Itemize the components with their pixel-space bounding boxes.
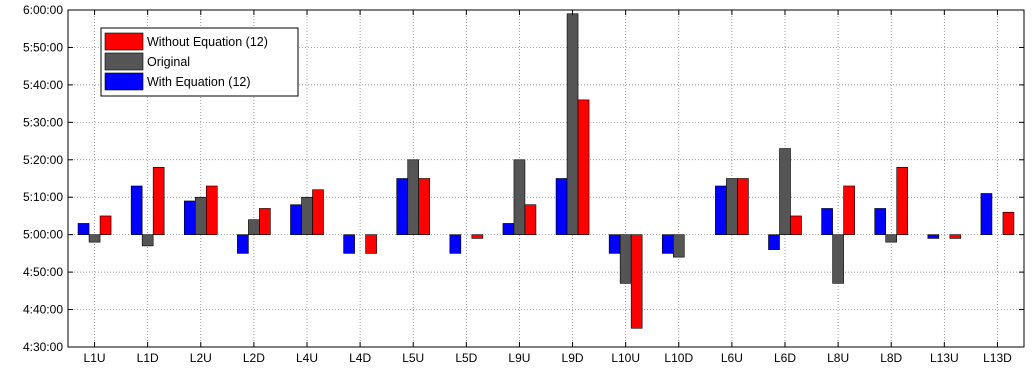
x-tick-label: L4U [296, 351, 318, 365]
x-tick-label: L6U [721, 351, 743, 365]
x-tick-label: L2U [190, 351, 212, 365]
x-tick-label: L9D [562, 351, 584, 365]
x-tick-label: L1U [84, 351, 106, 365]
bar-with-equation-12 [715, 185, 727, 235]
x-tick-label: L10D [664, 351, 693, 365]
y-tick-label: 4:40:00 [23, 303, 63, 317]
bar-with-equation-12 [290, 204, 302, 235]
bar-without-equation-12 [737, 178, 749, 235]
x-tick-label: L13D [983, 351, 1012, 365]
bar-with-equation-12 [768, 234, 780, 250]
legend-label: Original [147, 55, 190, 69]
bar-with-equation-12 [237, 234, 249, 254]
y-tick-label: 5:20:00 [23, 153, 63, 167]
legend-swatch [104, 32, 144, 51]
x-tick-label: L4D [349, 351, 371, 365]
legend-label: Without Equation (12) [147, 35, 268, 49]
x-tick-label: L5U [402, 351, 424, 365]
bar-original [301, 196, 313, 235]
bar-original [566, 13, 579, 235]
bar-with-equation-12 [343, 234, 355, 254]
bar-with-equation-12 [980, 193, 993, 235]
bar-original [88, 234, 101, 243]
bar-without-equation-12 [949, 234, 962, 239]
bar-original [832, 234, 844, 284]
bar-with-equation-12 [555, 178, 568, 235]
x-tick-label: L2D [243, 351, 265, 365]
y-tick-label: 4:50:00 [23, 265, 63, 279]
y-tick-label: 5:50:00 [23, 40, 63, 54]
bar-original [779, 148, 791, 235]
bar-with-equation-12 [608, 234, 621, 254]
bar-original [885, 234, 898, 243]
bar-with-equation-12 [449, 234, 462, 254]
bar-without-equation-12 [312, 189, 324, 235]
bar-without-equation-12 [152, 166, 165, 235]
x-tick-label: L6D [774, 351, 796, 365]
y-tick-label: 5:30:00 [23, 115, 63, 129]
bar-without-equation-12 [259, 208, 271, 235]
x-tick-label: L8D [880, 351, 902, 365]
bar-without-equation-12 [577, 99, 590, 235]
bar-original [513, 159, 526, 235]
y-tick-label: 4:30:00 [23, 340, 63, 354]
bar-without-equation-12 [365, 234, 377, 254]
bar-original [141, 234, 154, 247]
legend-label: With Equation (12) [147, 75, 251, 89]
axis-ticks [68, 9, 1024, 348]
x-axis-tick-labels: L1U L1D L2U L2D L4U L4D L5U L5D L9U L9D L10U L10D L6… [84, 351, 1013, 365]
bar-original [194, 196, 207, 235]
bar-without-equation-12 [790, 215, 802, 235]
bar-with-equation-12 [396, 178, 409, 235]
bar-with-equation-12 [661, 234, 674, 254]
y-tick-label: 6:00:00 [23, 3, 63, 17]
y-tick-label: 5:00:00 [23, 228, 63, 242]
legend-swatch [104, 52, 144, 71]
bar-without-equation-12 [99, 215, 112, 235]
bar-without-equation-12 [896, 166, 909, 235]
bar-original [248, 219, 260, 235]
x-tick-label: L9U [508, 351, 530, 365]
x-tick-label: L8U [827, 351, 849, 365]
bar-without-equation-12 [630, 234, 643, 329]
legend: Without Equation (12) Original With Equati… [100, 27, 299, 97]
bar-with-equation-12 [183, 200, 196, 235]
x-tick-label: L13U [930, 351, 959, 365]
bar-without-equation-12 [1002, 211, 1015, 235]
bar-without-equation-12 [843, 185, 855, 235]
bar-without-equation-12 [205, 185, 218, 235]
bar-with-equation-12 [130, 185, 143, 235]
bar-without-equation-12 [418, 178, 431, 235]
bar-without-equation-12 [524, 204, 537, 235]
x-tick-label: L5D [455, 351, 477, 365]
bar-with-equation-12 [502, 223, 515, 235]
bar-with-equation-12 [77, 223, 90, 235]
y-tick-label: 5:10:00 [23, 190, 63, 204]
y-axis-tick-labels: 4:30:00 4:40:00 4:50:00 5:00:00 5:10:00 5:20:… [23, 3, 63, 354]
bar-marks [77, 13, 1015, 329]
bar-original [672, 234, 685, 258]
bar-with-equation-12 [874, 208, 887, 235]
y-tick-label: 5:40:00 [23, 78, 63, 92]
bar-original [726, 178, 738, 235]
bar-original [407, 159, 420, 235]
x-tick-label: L1D [137, 351, 159, 365]
bar-without-equation-12 [471, 234, 484, 239]
bar-original [619, 234, 632, 284]
legend-swatch [104, 72, 144, 91]
x-tick-label: L10U [611, 351, 640, 365]
bar-with-equation-12 [821, 208, 833, 235]
plot-area-frame [67, 9, 1025, 348]
bar-with-equation-12 [927, 234, 940, 239]
